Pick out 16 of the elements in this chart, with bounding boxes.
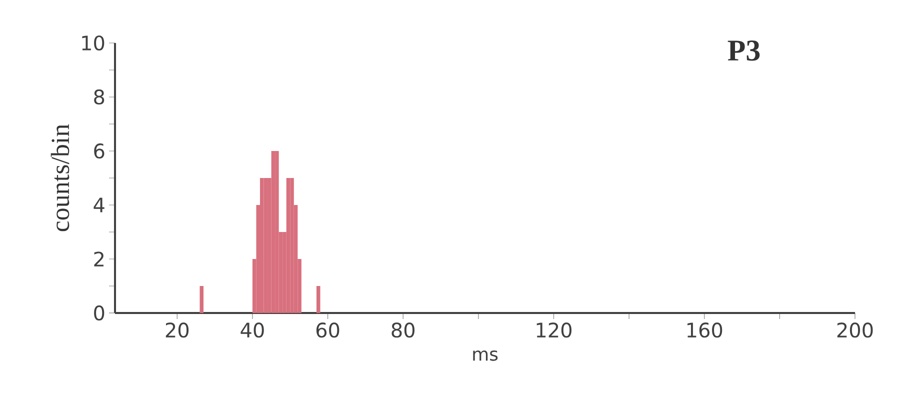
y-tick-label: 0	[94, 305, 104, 321]
x-tick-label: 60	[316, 322, 340, 338]
y-tick-label: 8	[94, 89, 104, 105]
x-axis-title: ms	[473, 350, 498, 361]
x-tick-label: 160	[687, 322, 722, 338]
x-tick-label: 200	[837, 322, 873, 338]
y-tick-label: 10	[82, 35, 104, 51]
x-tick-label: 80	[392, 322, 414, 338]
x-tick-label: 120	[536, 322, 572, 338]
chart-title: P3	[728, 40, 760, 61]
y-tick-label: 6	[94, 143, 104, 159]
y-axis-title: counts/bin	[50, 124, 70, 232]
x-tick-label: 20	[166, 322, 189, 338]
y-tick-label: 2	[94, 252, 104, 266]
y-tick-label: 4	[94, 198, 104, 212]
x-tick-label: 40	[240, 322, 264, 338]
